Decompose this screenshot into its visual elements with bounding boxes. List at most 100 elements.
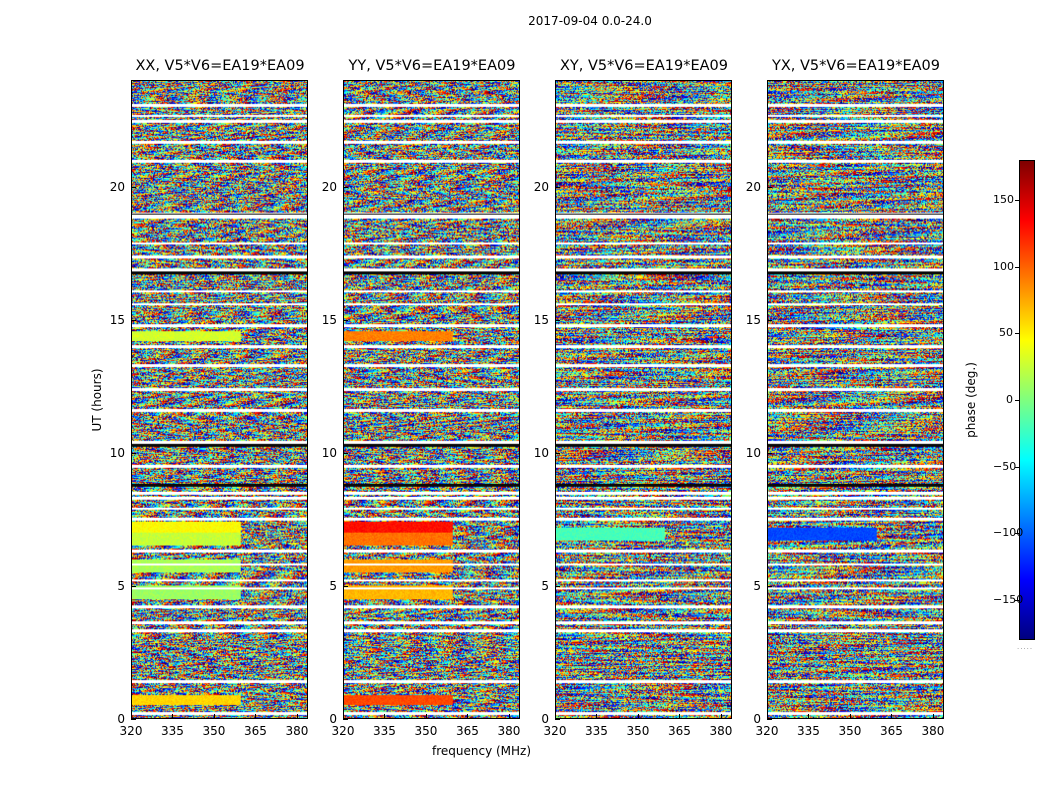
x-tick-label: 365 xyxy=(668,724,691,738)
x-tick-mark xyxy=(384,714,386,719)
x-tick-mark xyxy=(932,714,934,719)
panel-title-xy: XY, V5*V6=EA19*EA09 xyxy=(559,58,728,74)
x-tick-label: 320 xyxy=(755,724,779,738)
x-tick-label: 380 xyxy=(709,724,733,738)
x-tick-mark xyxy=(720,714,722,719)
heatmap-panel-xx xyxy=(131,80,308,719)
y-tick-label: 0 xyxy=(117,712,125,726)
y-tick-mark xyxy=(555,452,560,454)
heatmap-panel-yy xyxy=(343,80,520,719)
x-tick-mark xyxy=(255,714,257,719)
panel-title-yy: YY, V5*V6=EA19*EA09 xyxy=(348,58,516,74)
y-tick-mark xyxy=(343,719,348,720)
x-tick-mark xyxy=(508,714,510,719)
y-tick-mark xyxy=(131,452,136,454)
x-tick-mark xyxy=(637,714,639,719)
y-tick-label: 10 xyxy=(745,445,761,460)
x-tick-mark xyxy=(679,714,681,719)
y-tick-label: 0 xyxy=(329,712,337,726)
y-axis-label: UT (hours) xyxy=(90,368,104,432)
y-tick-mark xyxy=(343,319,348,321)
x-tick-mark xyxy=(296,714,298,719)
y-tick-label: 15 xyxy=(321,312,337,327)
x-tick-label: 335 xyxy=(797,724,820,738)
heatmap-canvas xyxy=(556,81,731,718)
colorbar-tick-mark xyxy=(1015,200,1019,201)
y-tick-label: 15 xyxy=(109,312,125,327)
x-tick-mark xyxy=(849,714,851,719)
y-tick-label: 20 xyxy=(745,179,761,194)
y-tick-label: 15 xyxy=(745,312,761,327)
x-tick-mark xyxy=(172,714,174,719)
y-tick-label: 0 xyxy=(753,712,761,726)
x-tick-label: 350 xyxy=(202,724,226,738)
y-tick-mark xyxy=(343,585,348,587)
colorbar-tick-label: −150 xyxy=(993,593,1024,606)
y-tick-label: 5 xyxy=(753,578,761,593)
x-axis-label: frequency (MHz) xyxy=(432,744,532,758)
x-tick-label: 320 xyxy=(543,724,567,738)
colorbar-label: phase (deg.) xyxy=(964,362,978,438)
x-tick-label: 320 xyxy=(331,724,355,738)
x-tick-mark xyxy=(555,714,556,719)
y-tick-label: 5 xyxy=(541,578,549,593)
x-tick-label: 365 xyxy=(244,724,267,738)
x-tick-mark xyxy=(467,714,469,719)
y-tick-mark xyxy=(767,186,772,188)
y-tick-mark xyxy=(555,585,560,587)
y-tick-label: 20 xyxy=(109,179,125,194)
colorbar-tick-mark xyxy=(1015,400,1019,401)
x-tick-label: 335 xyxy=(585,724,608,738)
colorbar xyxy=(1019,160,1035,640)
x-tick-mark xyxy=(808,714,810,719)
x-tick-label: 350 xyxy=(414,724,438,738)
y-tick-mark xyxy=(555,719,560,720)
y-tick-label: 0 xyxy=(541,712,549,726)
x-tick-label: 380 xyxy=(285,724,309,738)
colorbar-footer: ..... xyxy=(1017,643,1034,651)
y-tick-mark xyxy=(131,319,136,321)
x-tick-label: 365 xyxy=(456,724,479,738)
y-tick-label: 20 xyxy=(321,179,337,194)
x-tick-label: 380 xyxy=(921,724,945,738)
x-tick-label: 365 xyxy=(880,724,903,738)
y-tick-mark xyxy=(131,186,136,188)
colorbar-tick-mark xyxy=(1015,266,1019,268)
x-tick-mark xyxy=(131,714,132,719)
y-tick-mark xyxy=(343,452,348,454)
figure-title: 2017-09-04 0.0-24.0 xyxy=(528,14,652,28)
colorbar-tick-label: 0 xyxy=(1006,393,1013,406)
panel-title-yx: YX, V5*V6=EA19*EA09 xyxy=(771,58,940,74)
panel-title-xx: XX, V5*V6=EA19*EA09 xyxy=(135,58,305,74)
heatmap-panel-xy xyxy=(555,80,732,719)
colorbar-tick-mark xyxy=(1015,600,1019,601)
heatmap-canvas xyxy=(344,81,519,718)
x-tick-label: 335 xyxy=(373,724,396,738)
y-tick-mark xyxy=(131,585,136,587)
y-tick-label: 5 xyxy=(117,578,125,593)
y-tick-mark xyxy=(555,319,560,321)
y-tick-label: 10 xyxy=(321,445,337,460)
heatmap-canvas xyxy=(768,81,943,718)
y-tick-mark xyxy=(767,452,772,454)
heatmap-canvas xyxy=(132,81,307,718)
y-tick-mark xyxy=(343,186,348,188)
y-tick-label: 15 xyxy=(533,312,549,327)
colorbar-tick-label: 100 xyxy=(993,259,1014,273)
colorbar-tick-label: −100 xyxy=(993,526,1024,540)
colorbar-tick-mark xyxy=(1015,533,1019,535)
y-tick-label: 5 xyxy=(329,578,337,593)
y-tick-label: 10 xyxy=(109,445,125,460)
x-tick-mark xyxy=(767,714,768,719)
colorbar-tick-mark xyxy=(1015,466,1019,468)
colorbar-tick-label: 50 xyxy=(999,326,1013,340)
colorbar-tick-label: 150 xyxy=(993,193,1014,206)
x-tick-mark xyxy=(596,714,598,719)
y-tick-mark xyxy=(555,186,560,188)
colorbar-tick-mark xyxy=(1015,333,1019,335)
x-tick-mark xyxy=(891,714,893,719)
y-tick-mark xyxy=(767,585,772,587)
heatmap-panel-yx xyxy=(767,80,944,719)
y-tick-label: 10 xyxy=(533,445,549,460)
y-tick-mark xyxy=(131,719,136,720)
